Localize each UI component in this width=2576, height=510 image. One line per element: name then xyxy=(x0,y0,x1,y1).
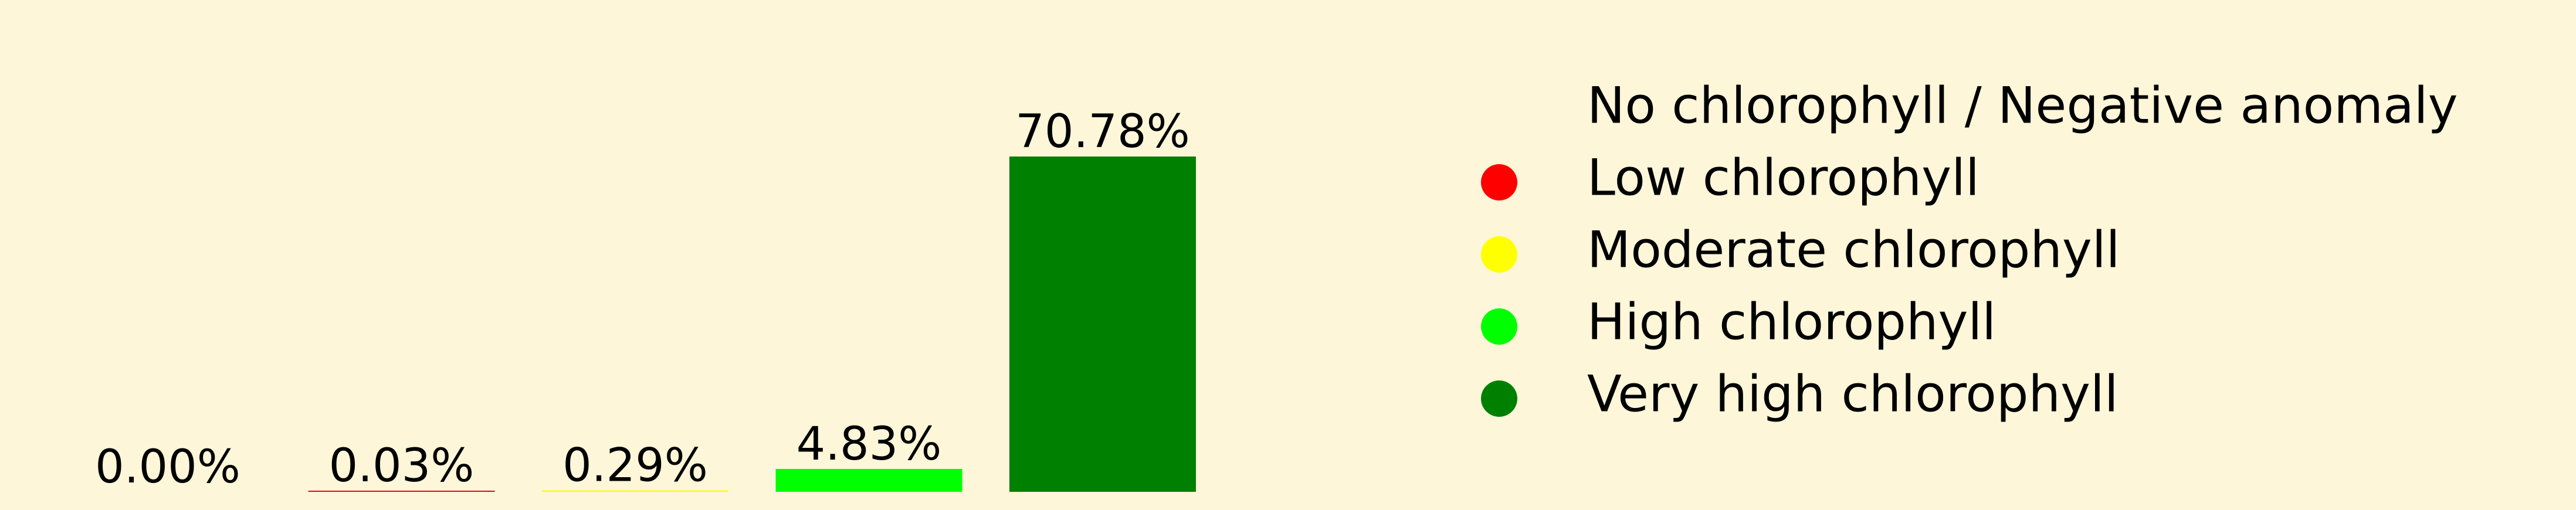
bars-group xyxy=(308,157,1196,492)
bar-value-label-2: 0.03% xyxy=(329,440,474,492)
legend-marker-4 xyxy=(1481,308,1517,345)
bar-3 xyxy=(542,490,728,492)
bar-5 xyxy=(1009,157,1196,492)
legend-label-2: Low chlorophyll xyxy=(1587,148,1980,207)
bar-4 xyxy=(775,468,962,492)
legend-marker-2 xyxy=(1481,164,1517,200)
legend-label-4: High chlorophyll xyxy=(1587,293,1996,351)
legend-marker-5 xyxy=(1481,380,1517,417)
legend-label-3: Moderate chlorophyll xyxy=(1587,220,2120,279)
legend-label-5: Very high chlorophyll xyxy=(1587,365,2119,423)
bar-2 xyxy=(308,491,495,492)
bar-value-label-4: 4.83% xyxy=(796,418,942,471)
value-labels-group: 0.00% 0.03% 0.29% 4.83% 70.78% xyxy=(95,106,1190,494)
legend-marker-3 xyxy=(1481,236,1517,273)
legend-label-1: No chlorophyll / Negative anomaly xyxy=(1587,76,2458,135)
bar-value-label-5: 70.78% xyxy=(1015,106,1189,158)
bar-value-label-3: 0.29% xyxy=(562,440,708,492)
bar-value-label-1: 0.00% xyxy=(95,441,240,494)
legend: No chlorophyll / Negative anomaly Low chl… xyxy=(1481,76,2458,423)
